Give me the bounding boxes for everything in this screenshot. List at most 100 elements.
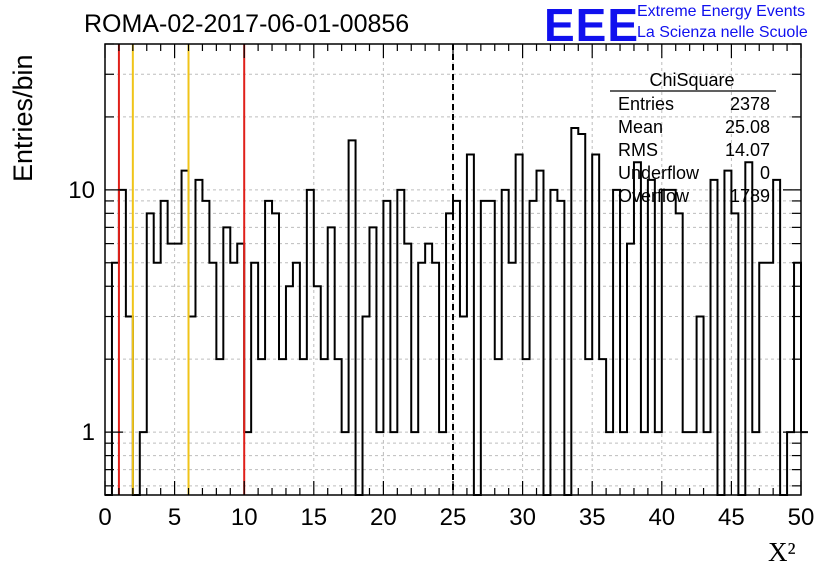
histogram-bin [467,154,474,495]
histogram-bin [119,190,126,495]
histogram-bin [495,359,502,495]
histogram-bin [523,359,530,495]
x-tick-label: 0 [98,504,111,531]
stats-label-overflow: Overflow [618,186,690,206]
stats-label-mean: Mean [618,117,663,137]
histogram-bin [446,213,453,495]
histogram-bin [300,359,307,495]
histogram-bin [251,263,258,495]
histogram-bin [195,180,202,495]
histogram-bin [404,244,411,495]
histogram-bin [397,190,404,495]
histogram-bin [516,154,523,495]
histogram-bin [530,201,537,495]
histogram-bin [655,432,662,495]
histogram-bin [230,263,237,495]
histogram-bin [418,263,425,495]
histogram-bin [328,227,335,495]
stats-value-mean: 25.08 [725,117,770,137]
histogram-bin [314,286,321,495]
histogram-bin [662,190,669,495]
histogram-bins [105,127,808,496]
histogram-bin [571,128,578,495]
histogram-bin [126,317,133,495]
histogram-bin [154,263,161,495]
histogram-bin [258,359,265,495]
histogram-bin [182,171,189,495]
histogram-bin [453,201,460,495]
y-tick-label: 10 [68,177,95,204]
histogram-bin [383,201,390,495]
histogram-bin [460,317,467,495]
histogram-bin [481,201,488,495]
histogram-bin [502,190,509,495]
histogram-bin [669,190,676,495]
histogram-bin [411,432,418,495]
stats-label-underflow: Underflow [618,163,700,183]
histogram-bin [112,263,119,495]
stats-box: ChiSquare Entries 2378 Mean 25.08 RMS 14… [610,70,776,206]
marker-lines [117,44,454,495]
y-tick-label: 1 [82,419,95,446]
histogram-bin [272,213,279,495]
x-tick-label: 50 [788,504,815,531]
histogram-bin [634,162,641,495]
histogram-bin [613,190,620,495]
histogram-bin [189,317,196,495]
histogram-bin [223,227,230,495]
histogram-bin [209,263,216,495]
histogram-bin [488,201,495,495]
histogram-bin [683,432,690,495]
histogram-bin [606,432,613,495]
logo-line-2: La Scienza nelle Scuole [637,24,808,41]
histogram-bin [599,359,606,495]
histogram-bin [745,162,752,495]
histogram-bin [704,432,711,495]
histogram-bin [801,432,808,495]
histogram-bin [202,201,209,495]
histogram-bin [237,244,244,495]
y-axis-label: Entries/bin [8,54,38,182]
histogram-bin [140,432,147,495]
histogram-bin [265,201,272,495]
x-tick-label: 20 [370,504,397,531]
run-title: ROMA-02-2017-06-01-00856 [84,10,410,38]
histogram-bin [286,286,293,495]
histogram-bin [161,201,168,495]
histogram-bin [648,180,655,495]
histogram-bin [690,432,697,495]
histogram-bin [759,263,766,495]
histogram-bin [620,432,627,495]
stats-label-entries: Entries [618,94,674,114]
histogram-bin [216,359,223,495]
x-tick-label: 10 [231,504,258,531]
histogram-step-line [105,127,808,496]
histogram-bin [168,244,175,495]
stats-label-rms: RMS [618,140,658,160]
stats-value-underflow: 0 [760,163,770,183]
histogram-bin [335,359,342,495]
histogram-bin [369,227,376,495]
stats-value-rms: 14.07 [725,140,770,160]
stats-value-overflow: 1789 [730,186,770,206]
histogram-bin [627,244,634,495]
histogram-bin [147,213,154,495]
histogram-bin [390,432,397,495]
histogram-bin [752,432,759,495]
histogram-bin [509,263,516,495]
x-tick-label: 5 [168,504,181,531]
histogram-bin [641,432,648,495]
eee-logo: EEE [544,0,640,51]
histogram-bin [711,180,718,495]
x-tick-label: 30 [509,504,536,531]
histogram-bin [585,359,592,495]
histogram-bin [432,263,439,495]
histogram-bin [766,263,773,495]
histogram-bin [321,359,328,495]
x-tick-label: 35 [579,504,606,531]
histogram-bin [550,190,557,495]
histogram-bin [578,134,585,495]
x-tick-label: 40 [648,504,675,531]
stats-value-entries: 2378 [730,94,770,114]
